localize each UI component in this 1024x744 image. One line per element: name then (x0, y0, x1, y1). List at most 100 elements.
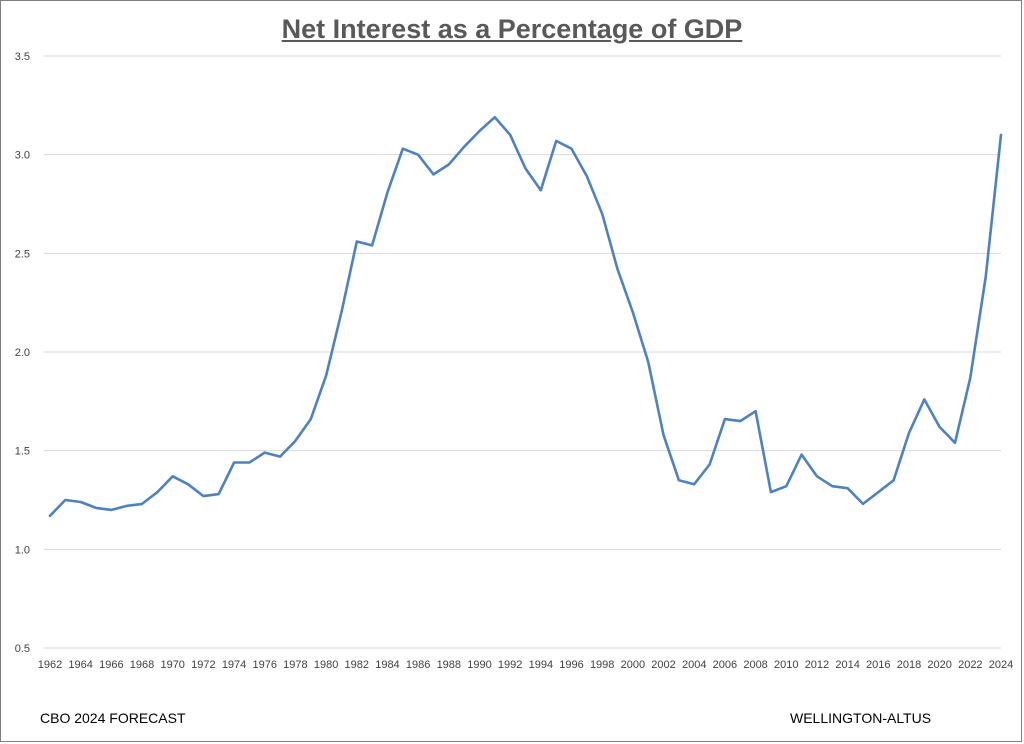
data-point (140, 502, 144, 506)
x-tick-label: 1988 (437, 659, 461, 671)
author-credit: WELLINGTON-ALTUS (790, 710, 932, 726)
y-tick-label: 1.0 (15, 544, 30, 556)
data-point (784, 484, 788, 488)
data-point (861, 502, 865, 506)
data-point (431, 172, 435, 176)
x-tick-label: 2020 (927, 659, 951, 671)
data-point (155, 490, 159, 494)
data-point (662, 433, 666, 437)
data-point (968, 376, 972, 380)
data-point (999, 133, 1003, 137)
x-tick-label: 1990 (467, 659, 491, 671)
data-point (462, 145, 466, 149)
data-point (493, 115, 497, 119)
x-tick-label: 1966 (99, 659, 123, 671)
x-tick-label: 1992 (498, 659, 522, 671)
chart-title: Net Interest as a Percentage of GDP (281, 14, 743, 44)
data-point (646, 360, 650, 364)
y-tick-label: 2.0 (15, 347, 30, 359)
data-point (263, 451, 267, 455)
data-point (355, 239, 359, 243)
x-tick-label: 1968 (130, 659, 154, 671)
series-group (48, 115, 1003, 518)
data-point (293, 439, 297, 443)
series-line (48, 115, 1003, 518)
data-point (631, 311, 635, 315)
x-tick-label: 2022 (958, 659, 982, 671)
data-point (600, 212, 604, 216)
x-tick-label: 1964 (68, 659, 92, 671)
x-tick-label: 2006 (713, 659, 737, 671)
data-point (708, 462, 712, 466)
data-point (830, 484, 834, 488)
data-point (723, 417, 727, 421)
y-axis-ticks: 0.5 1.0 1.5 2.0 2.5 3.0 3.5 (15, 51, 30, 655)
x-axis-ticks: 1962 1964 1966 1968 1970 1972 1974 1976 1978 1980… (38, 659, 1013, 671)
data-point (953, 441, 957, 445)
data-point (815, 474, 819, 478)
data-point (186, 482, 190, 486)
data-point (692, 482, 696, 486)
data-point (232, 461, 236, 465)
y-tick-label: 2.5 (15, 248, 30, 260)
x-tick-label: 1974 (222, 659, 246, 671)
data-point (370, 243, 374, 247)
x-tick-label: 2018 (897, 659, 921, 671)
data-point (48, 514, 52, 518)
x-tick-label: 1970 (160, 659, 184, 671)
data-point (554, 139, 558, 143)
x-tick-label: 1976 (252, 659, 276, 671)
data-point (94, 506, 98, 510)
gridlines (44, 55, 1001, 649)
y-tick-label: 3.0 (15, 150, 30, 162)
x-tick-label: 2010 (774, 659, 798, 671)
x-tick-label: 1996 (559, 659, 583, 671)
data-point (416, 153, 420, 157)
data-point (769, 490, 773, 494)
data-point (846, 486, 850, 490)
data-point (201, 494, 205, 498)
x-tick-label: 1980 (314, 659, 338, 671)
x-tick-label: 2002 (651, 659, 675, 671)
x-tick-label: 1984 (375, 659, 399, 671)
x-tick-label: 1986 (406, 659, 430, 671)
data-point (477, 129, 481, 133)
x-tick-label: 2000 (621, 659, 645, 671)
data-point (125, 504, 129, 508)
x-tick-label: 2016 (866, 659, 890, 671)
data-point (616, 267, 620, 271)
x-tick-label: 2008 (743, 659, 767, 671)
data-point (278, 455, 282, 459)
data-point (324, 374, 328, 378)
data-point (984, 275, 988, 279)
data-point (79, 500, 83, 504)
data-point (738, 419, 742, 423)
data-point (907, 431, 911, 435)
y-tick-label: 0.5 (15, 643, 30, 655)
y-tick-label: 3.5 (15, 51, 30, 63)
data-point (217, 492, 221, 496)
data-point (524, 166, 528, 170)
x-tick-label: 2024 (989, 659, 1013, 671)
data-point (508, 133, 512, 137)
x-tick-label: 2012 (805, 659, 829, 671)
source-note: CBO 2024 FORECAST (40, 710, 186, 726)
data-point (539, 188, 543, 192)
x-tick-label: 1972 (191, 659, 215, 671)
data-point (876, 490, 880, 494)
data-point (247, 461, 251, 465)
data-point (171, 474, 175, 478)
data-point (109, 508, 113, 512)
data-point (401, 147, 405, 151)
data-point (447, 163, 451, 167)
data-point (677, 478, 681, 482)
data-point (339, 311, 343, 315)
x-tick-label: 2004 (682, 659, 706, 671)
data-point (754, 409, 758, 413)
x-tick-label: 1998 (590, 659, 614, 671)
x-tick-label: 2014 (835, 659, 859, 671)
x-tick-label: 1978 (283, 659, 307, 671)
data-point (922, 397, 926, 401)
